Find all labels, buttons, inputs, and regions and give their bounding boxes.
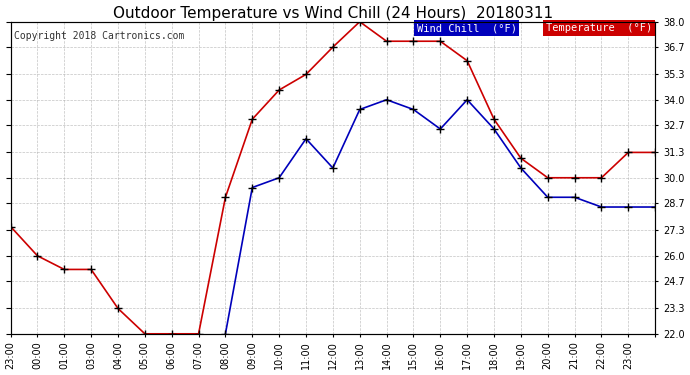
Text: Wind Chill  (°F): Wind Chill (°F): [417, 23, 517, 33]
Text: Copyright 2018 Cartronics.com: Copyright 2018 Cartronics.com: [14, 31, 184, 41]
Title: Outdoor Temperature vs Wind Chill (24 Hours)  20180311: Outdoor Temperature vs Wind Chill (24 Ho…: [112, 6, 553, 21]
Text: Temperature  (°F): Temperature (°F): [546, 23, 652, 33]
